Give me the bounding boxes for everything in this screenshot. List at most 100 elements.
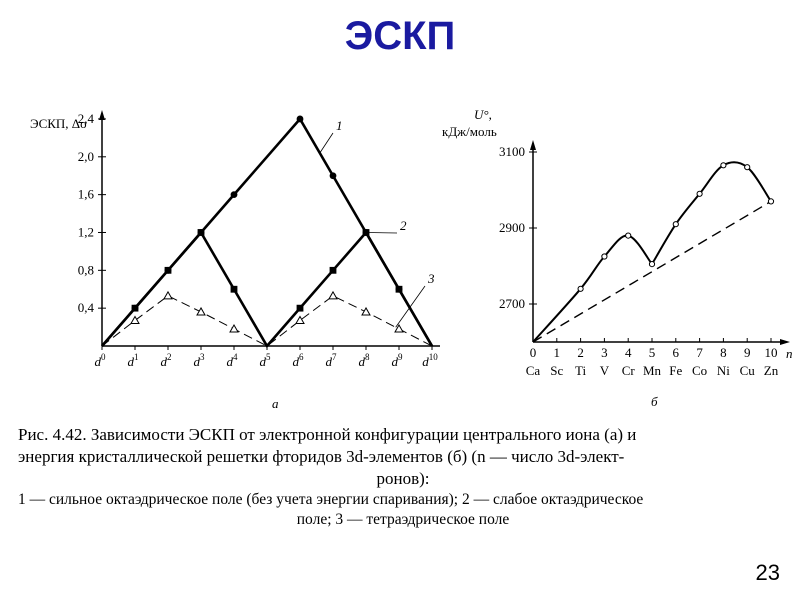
chart-b-data-point: [577, 285, 584, 292]
chart-a-y-tick-label: 2,4: [78, 111, 95, 126]
chart-a-series-2-point: [395, 285, 403, 293]
chart-a-series-3-point: [130, 315, 140, 324]
chart-a-series-3-point: [196, 306, 206, 316]
chart-b-series: [532, 161, 775, 343]
chart-b-element-label: Zn: [764, 363, 779, 378]
chart-a-series-3-point: [229, 323, 239, 333]
caption-line-2: энергия кристаллической решетки фторидов…: [18, 447, 625, 466]
caption-line-3: ронов):: [376, 469, 430, 488]
chart-b-y-tick-label: 2700: [499, 296, 525, 311]
chart-a-y-label: ЭСКП, Δo: [30, 116, 87, 131]
chart-b-x-tick-label: 5: [649, 345, 656, 360]
chart-b-element-label: V: [600, 363, 610, 378]
chart-b-x-tick-label: 9: [744, 345, 751, 360]
chart-a-panel-label: а: [272, 396, 279, 411]
chart-a-x-tick-label: d4: [227, 352, 239, 369]
chart-a-series-3-line: [101, 295, 433, 347]
chart-a-x-tick-label: d8: [359, 352, 371, 369]
chart-b-data-point: [744, 164, 751, 171]
chart-b-x-label: n: [786, 346, 793, 361]
chart-b-data-point: [720, 162, 727, 169]
chart-a-series-2-point: [230, 285, 238, 293]
chart-a-series-1-point: [230, 191, 238, 199]
chart-a-y-tick-label: 1,6: [78, 187, 95, 202]
chart-b-y-units: кДж/моль: [442, 124, 497, 139]
chart-a-series-3-point: [295, 315, 305, 324]
chart-a-x-tick-label: d7: [326, 352, 338, 369]
chart-a-series-3-point: [163, 290, 173, 300]
chart-a-series-3-point: [361, 306, 371, 316]
chart-a-y-tick-label: 0,8: [78, 262, 94, 277]
chart-a-x-tick-label: d9: [392, 352, 404, 369]
caption-line-1: Рис. 4.42. Зависимости ЭСКП от электронн…: [18, 425, 637, 444]
chart-b-y-ticks: 2700 2900 3100: [499, 144, 537, 311]
chart-a-y-tick-label: 0,4: [78, 300, 95, 315]
chart-b-data-point: [696, 190, 703, 197]
chart-b-x-tick-label: 2: [577, 345, 584, 360]
chart-a-series-2-point: [197, 229, 205, 236]
chart-b-x-tick-label: 8: [720, 345, 727, 360]
slide-title: ЭСКП: [344, 14, 456, 58]
chart-b-y-tick-label: 2900: [499, 220, 525, 235]
chart-b-x-tick-label: 3: [601, 345, 608, 360]
chart-a-x-ticks: d0 d1 d2 d3 d4 d5 d6 d7 d8 d9 d10: [95, 346, 438, 369]
chart-a-y-tick-label: 2,0: [78, 149, 94, 164]
caption-line-5: поле; 3 — тетраэдрическое поле: [296, 511, 510, 528]
chart-a-series-2-point: [296, 304, 304, 312]
chart-a-series-2-point: [131, 304, 139, 312]
chart-a-series-2-point: [164, 266, 172, 274]
chart-b-element-label: Fe: [669, 363, 682, 378]
chart-b-x-ticks: 0 Ca 1 Sc 2 Ti 3 V4 Cr 5 Mn 6 Fe 7 Co 8 Ni 9 Cu 10 Zn: [526, 338, 779, 378]
chart-b-x-tick-label: 0: [530, 345, 537, 360]
chart-b-y-tick-label: 3100: [499, 144, 525, 159]
chart-a-x-tick-label: d10: [422, 352, 438, 369]
chart-a-series-1-label: 1: [336, 118, 343, 133]
chart-b-element-label: Ca: [526, 363, 541, 378]
chart-a-series: [101, 115, 434, 349]
chart-b-element-label: Ni: [717, 363, 730, 378]
chart-b-y-symbol: U°,: [474, 107, 492, 122]
chart-a-series-1-leader: [319, 132, 334, 154]
chart-a-series-1-point: [296, 115, 304, 123]
chart-a-series-3-point: [394, 323, 404, 333]
chart-b-element-label: Ti: [575, 363, 586, 378]
figure-caption: Рис. 4.42. Зависимости ЭСКП от электронн…: [18, 424, 788, 530]
chart-b-element-label: Co: [692, 363, 707, 378]
chart-a-series-2-leader: [365, 232, 398, 234]
chart-a-series-2-line: [101, 230, 434, 349]
slide-number: 23: [755, 560, 780, 585]
chart-a-y-ticks: 0,4 0,8 1,2 1,6 2,0 2,4: [78, 111, 106, 315]
chart-a-x-tick-label: d5: [260, 352, 272, 369]
chart-b-x-tick-label: 10: [765, 345, 778, 360]
chart-a: ЭСКП, Δo 0,4 0,8 1,2 1,6 2,0 2,4 d0 d1 d2 d3 d4 d5…: [30, 110, 440, 411]
chart-b-y-arrow: [530, 140, 536, 150]
chart-a-series-1-point: [329, 172, 337, 180]
caption-line-4: 1 — сильное октаэдрическое поле (без уче…: [18, 491, 644, 508]
chart-a-series-3-point: [328, 290, 338, 300]
charts-canvas: ЭСКП, Δo 0,4 0,8 1,2 1,6 2,0 2,4 d0 d1 d2 d3 d4 d5…: [30, 107, 793, 411]
chart-a-x-tick-label: d0: [95, 352, 107, 369]
chart-a-series-3-leader: [395, 285, 426, 328]
chart-b-data-point: [672, 221, 679, 228]
chart-b-x-tick-label: 1: [554, 345, 561, 360]
chart-a-y-tick-label: 1,2: [78, 224, 94, 239]
chart-b-x-tick-label: 6: [673, 345, 680, 360]
chart-b-curve-first: [532, 234, 653, 343]
chart-b-curve-second: [651, 161, 772, 265]
chart-a-series-3-label: 3: [427, 271, 435, 286]
chart-b-baseline-line: [532, 200, 772, 343]
chart-b-panel-label: б: [651, 394, 658, 409]
chart-b-element-label: Sc: [550, 363, 563, 378]
chart-b-x-tick-label: 4: [625, 345, 632, 360]
chart-b-element-label: Cr: [622, 363, 636, 378]
chart-a-y-arrow: [99, 110, 105, 120]
chart-a-series-labels: 1 2 3: [319, 118, 435, 328]
chart-b-x-arrow: [780, 339, 790, 345]
chart-b-x-tick-label: 7: [696, 345, 703, 360]
chart-b-data-point: [648, 261, 656, 268]
chart-b-data-point: [601, 253, 608, 260]
chart-a-x-tick-label: d3: [194, 352, 206, 369]
chart-a-x-tick-label: d1: [128, 352, 139, 369]
chart-a-series-2-point: [329, 266, 337, 274]
chart-a-x-tick-label: d6: [293, 352, 305, 369]
